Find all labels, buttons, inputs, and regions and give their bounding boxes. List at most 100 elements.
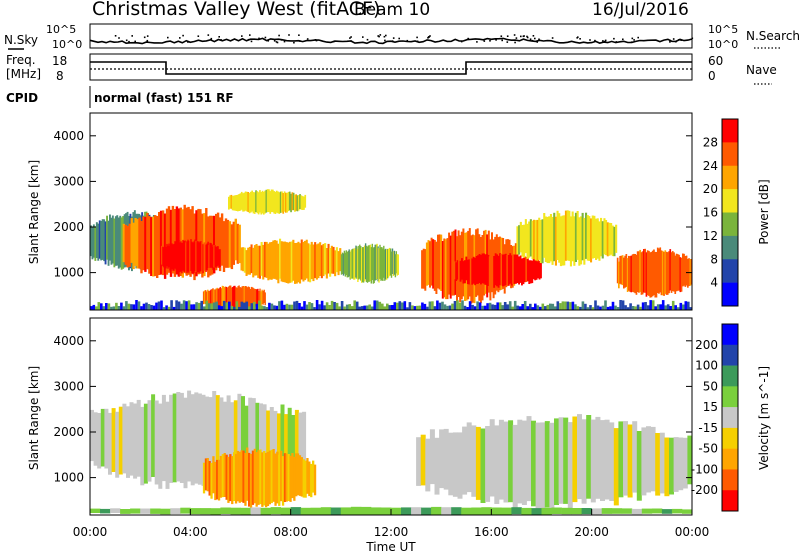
- power-noise-cell: [145, 302, 148, 310]
- noise-search-dot: [637, 36, 639, 39]
- power-cell: [304, 240, 307, 281]
- velocity-colorbar-swatch: [722, 407, 738, 429]
- velocity-cell: [208, 461, 211, 496]
- velocity-cell: [248, 452, 251, 507]
- velocity-cell: [251, 398, 256, 477]
- power-noise-cell: [115, 302, 118, 310]
- power-cell: [262, 191, 265, 215]
- power-noise-cell: [303, 301, 306, 310]
- power-cell: [286, 192, 288, 213]
- power-cell: [181, 242, 183, 274]
- power-cell: [355, 245, 357, 278]
- power-cell: [352, 248, 354, 279]
- power-cell: [205, 290, 207, 304]
- power-cell: [342, 253, 345, 276]
- power-noise-cell: [601, 305, 605, 310]
- noise-search-dot: [602, 40, 604, 42]
- power-cell: [242, 247, 245, 272]
- power-cell: [456, 260, 459, 280]
- power-noise-cell: [596, 305, 600, 310]
- power-cell: [296, 195, 299, 212]
- power-cell: [541, 219, 544, 264]
- power-cell: [472, 256, 475, 284]
- velocity-cell: [370, 507, 382, 516]
- velocity-colorbar-tick-label: 200: [695, 338, 718, 352]
- velocity-cell: [673, 437, 679, 492]
- velocity-cell: [298, 412, 303, 466]
- velocity-cell: [308, 461, 311, 497]
- power-cell: [203, 242, 205, 272]
- noise-search-dot: [589, 39, 591, 41]
- power-colorbar-swatch: [722, 119, 738, 143]
- noise-search-dot: [594, 39, 596, 42]
- power-noise-cell: [150, 305, 153, 310]
- power-noise-cell: [263, 306, 266, 310]
- velocity-cell: [613, 428, 619, 506]
- noise-search-dot: [622, 38, 624, 41]
- power-cell: [466, 259, 469, 285]
- power-cell: [671, 251, 674, 292]
- power-noise-cell: [162, 307, 166, 310]
- power-cell: [433, 240, 436, 291]
- power-cell: [537, 258, 539, 279]
- power-cell: [519, 255, 522, 283]
- velocity-cell: [147, 400, 152, 482]
- power-cell: [292, 192, 295, 211]
- velocity-cell: [244, 405, 249, 488]
- velocity-cell: [501, 507, 512, 515]
- noise-search-dot: [314, 39, 317, 41]
- power-cell: [536, 219, 539, 262]
- power-cell: [339, 248, 342, 272]
- velocity-cell: [277, 413, 281, 480]
- power-cell: [469, 258, 472, 284]
- power-noise-cell: [611, 301, 615, 310]
- power-noise-cell: [526, 306, 530, 310]
- power-cell: [648, 250, 650, 296]
- power-colorbar-swatch: [722, 189, 738, 213]
- power-cell: [240, 287, 242, 310]
- velocity-y-ticks: 4000 3000 2000 1000: [53, 334, 692, 485]
- power-cell: [209, 242, 211, 268]
- power-cell: [365, 245, 368, 282]
- power-noise-cell: [205, 300, 208, 310]
- power-cell: [274, 191, 277, 214]
- power-cell: [207, 241, 209, 268]
- velocity-cell: [485, 426, 491, 502]
- power-cell: [535, 259, 538, 280]
- power-cell: [221, 285, 224, 307]
- date-label: 16/Jul/2016: [592, 0, 689, 20]
- noise-search-dot: [392, 37, 395, 39]
- power-noise-cell: [458, 302, 462, 310]
- frequency-panel: Freq. [MHz] 18 8 60 0 Nave: [6, 53, 777, 85]
- power-cell: [275, 240, 278, 280]
- power-cell: [265, 189, 268, 213]
- power-noise-cell: [130, 304, 133, 310]
- power-cell: [458, 259, 460, 281]
- power-noise-cell: [265, 307, 269, 310]
- power-cell: [583, 217, 586, 265]
- power-noise-cell: [564, 301, 567, 310]
- velocity-cell: [251, 450, 255, 505]
- power-cell: [194, 239, 196, 272]
- power-cell: [255, 190, 257, 213]
- power-cell: [353, 249, 355, 280]
- power-cell: [661, 250, 664, 296]
- power-noise-cell: [478, 302, 482, 310]
- power-cell: [390, 251, 393, 278]
- power-cell: [512, 254, 515, 285]
- velocity-cell: [590, 419, 596, 503]
- power-cell: [103, 219, 106, 262]
- velocity-cell: [115, 411, 120, 478]
- power-noise-cell: [283, 304, 286, 310]
- velocity-cell: [238, 451, 241, 503]
- power-noise-cell: [451, 303, 454, 310]
- power-cell: [619, 256, 621, 284]
- power-cell: [451, 231, 454, 296]
- velocity-cell: [671, 508, 683, 514]
- noise-search-dot: [630, 41, 633, 43]
- noise-search-dot: [615, 41, 618, 43]
- velocity-cell: [219, 455, 223, 498]
- power-cell: [620, 255, 623, 285]
- noise-search-dot: [384, 39, 386, 42]
- power-cell: [373, 247, 375, 284]
